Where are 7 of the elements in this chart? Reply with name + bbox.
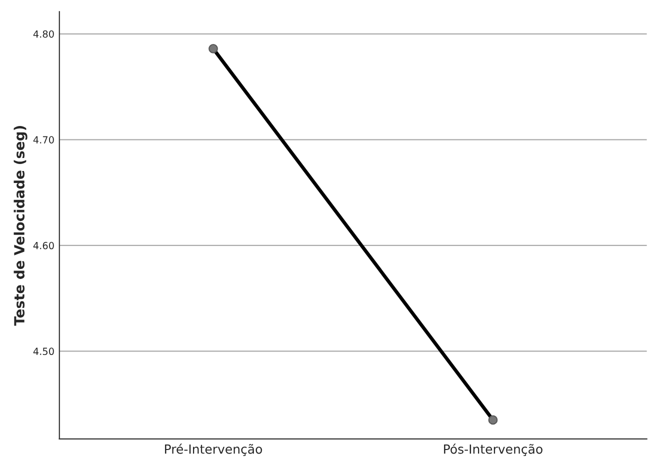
x-tick-label: Pré-Intervenção xyxy=(165,444,262,456)
y-tick-label: 4.80 xyxy=(33,30,54,38)
y-tick-label: 4.50 xyxy=(33,348,54,356)
y-tick-label: 4.70 xyxy=(33,136,54,144)
x-tick-label: Pós-Intervenção xyxy=(444,444,542,456)
y-axis-title: Teste de Velocidade (seg) xyxy=(14,126,28,326)
y-tick-label: 4.60 xyxy=(33,242,54,250)
